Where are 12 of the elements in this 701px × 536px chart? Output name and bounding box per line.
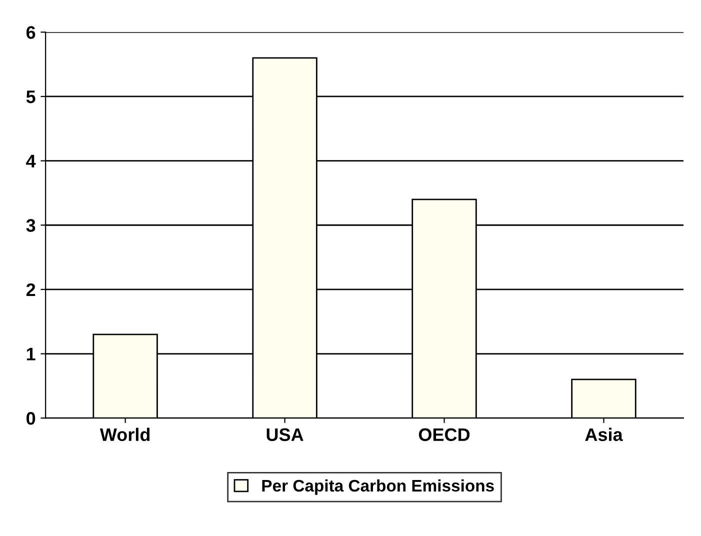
y-tick-label: 5 bbox=[26, 90, 36, 104]
x-tick-label: World bbox=[100, 428, 150, 442]
x-tick-label: Asia bbox=[585, 428, 623, 442]
legend-label: Per Capita Carbon Emissions bbox=[262, 479, 494, 495]
y-tick-label: 6 bbox=[26, 26, 36, 39]
y-tick-label: 3 bbox=[26, 219, 36, 232]
x-tick-label: OECD bbox=[418, 428, 470, 442]
y-tick-label: 2 bbox=[26, 283, 36, 296]
x-tick-label: USA bbox=[266, 428, 304, 442]
y-tick-label: 4 bbox=[26, 154, 36, 168]
y-tick-label: 1 bbox=[26, 348, 36, 360]
y-tick-label: 0 bbox=[26, 412, 36, 425]
